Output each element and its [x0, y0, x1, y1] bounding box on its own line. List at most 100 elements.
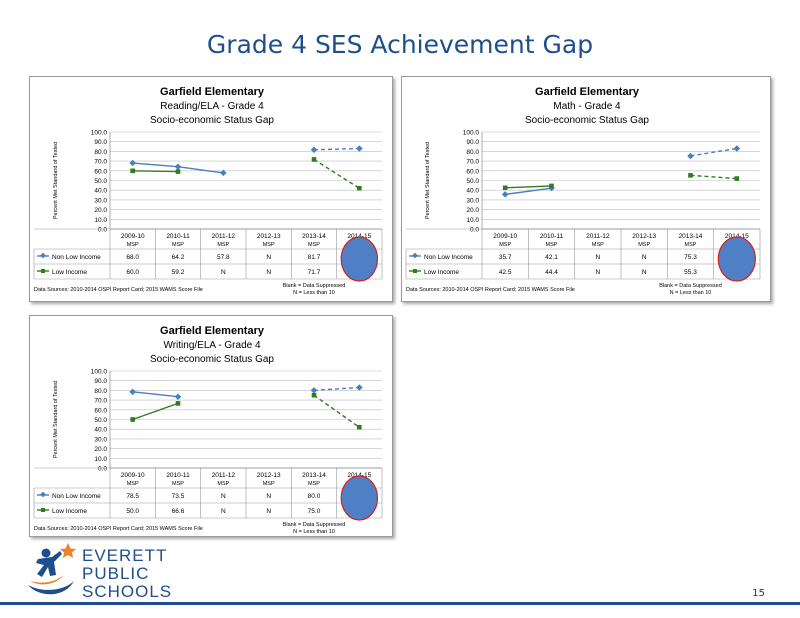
series-line-non_low_income: [132, 162, 224, 174]
table-cell-value: 55.3: [684, 269, 697, 276]
table-cell-value: N: [642, 269, 647, 276]
y-tick-label: 50.0: [94, 178, 107, 185]
chart-subtitle-gap: Socio-economic Status Gap: [525, 115, 649, 126]
x-category-label: 2013-14: [302, 472, 326, 479]
table-cell-value: 80.0: [308, 493, 321, 500]
series-line-non_low_income: [132, 391, 179, 398]
x-category-label: 2010-11: [166, 233, 190, 240]
x-test-label: MSP: [592, 242, 604, 248]
y-tick-label: 40.0: [94, 427, 107, 434]
table-cell-value: N: [595, 269, 600, 276]
logo-swoosh-orange: [30, 575, 64, 585]
table-cell-value: 66.6: [172, 508, 185, 515]
data-point-non_low_income: [356, 145, 363, 152]
slide-title: Grade 4 SES Achievement Gap: [206, 30, 594, 59]
x-test-label: MSP: [685, 242, 697, 248]
table-cell-value: N: [266, 493, 271, 500]
x-category-label: 2009-10: [121, 233, 145, 240]
y-tick-label: 30.0: [466, 197, 479, 204]
x-test-label: MSP: [546, 242, 558, 248]
chart-subtitle-subject: Reading/ELA - Grade 4: [160, 101, 264, 112]
series-line-low_income: [505, 185, 552, 189]
table-cell-value: 75.0: [308, 508, 321, 515]
writing-chart: Garfield Elementary Writing/ELA - Grade 4…: [33, 325, 383, 535]
chart-title: Garfield Elementary: [160, 86, 265, 98]
table-cell-value: N: [642, 254, 647, 261]
data-point-low_income: [357, 424, 362, 430]
y-tick-label: 70.0: [94, 159, 107, 166]
y-axis-label: Percent Met Standard of Tested: [53, 142, 59, 219]
legend-label: Low Income: [52, 269, 87, 276]
chart-title: Garfield Elementary: [160, 325, 265, 337]
x-category-label: 2009-10: [493, 233, 517, 240]
series-projection-low_income: [313, 394, 360, 428]
chart-subtitle-gap: Socio-economic Status Gap: [150, 354, 274, 365]
table-cell-value: 78.5: [126, 493, 139, 500]
everett-public-schools-logo: EVERETT PUBLIC SCHOOLS: [28, 543, 172, 601]
x-test-label: MSP: [127, 481, 139, 487]
data-point-low_income: [311, 157, 317, 162]
note-blank: Blank = Data Suppressed: [283, 283, 346, 289]
x-test-label: MSP: [308, 481, 320, 487]
table-cell-value: N: [221, 493, 226, 500]
math-chart: Garfield Elementary Math - Grade 4 Socio-e…: [405, 86, 761, 296]
x-category-label: 2012-13: [632, 233, 656, 240]
y-tick-label: 90.0: [466, 139, 479, 146]
highlight-oval: [340, 475, 379, 521]
data-point-low_income: [175, 169, 181, 174]
reading-chart: Garfield Elementary Reading/ELA - Grade 4…: [33, 86, 383, 296]
logo-line-1: EVERETT: [82, 546, 167, 565]
chart-subtitle-subject: Math - Grade 4: [553, 101, 621, 112]
data-source: Data Sources: 2010-2014 OSPI Report Card…: [34, 526, 203, 532]
table-cell-value: 50.0: [126, 508, 139, 515]
x-category-label: 2011-12: [212, 472, 236, 479]
highlight-oval: [717, 236, 756, 282]
data-point-non_low_income: [174, 393, 182, 400]
y-tick-label: 10.0: [94, 456, 107, 463]
x-test-label: MSP: [172, 481, 184, 487]
y-tick-label: 60.0: [466, 168, 479, 175]
y-tick-label: 80.0: [94, 149, 107, 156]
x-test-label: MSP: [172, 242, 184, 248]
x-test-label: MSP: [263, 242, 275, 248]
logo-line-2: PUBLIC: [82, 564, 149, 583]
series-projection-low_income: [690, 174, 737, 180]
data-point-non_low_income: [174, 163, 182, 170]
legend-marker: [40, 252, 46, 259]
y-tick-label: 0.0: [98, 466, 107, 473]
y-tick-label: 20.0: [466, 207, 479, 214]
y-tick-label: 90.0: [94, 139, 107, 146]
x-category-label: 2012-13: [257, 233, 281, 240]
data-point-low_income: [130, 168, 135, 174]
table-cell-value: 44.4: [545, 269, 558, 276]
y-tick-label: 90.0: [94, 378, 107, 385]
table-cell-value: N: [266, 508, 271, 515]
logo-figure-head: [41, 548, 51, 558]
y-tick-label: 80.0: [94, 388, 107, 395]
page-number: 15: [752, 588, 765, 599]
footer-rule: [0, 602, 800, 605]
legend-marker: [41, 269, 45, 273]
y-tick-label: 30.0: [94, 436, 107, 443]
x-category-label: 2010-11: [166, 472, 190, 479]
logo-swoosh: [28, 581, 74, 595]
table-cell-value: 59.2: [172, 269, 185, 276]
x-category-label: 2010-11: [540, 233, 564, 240]
legend-marker: [413, 269, 417, 273]
data-point-low_income: [357, 185, 362, 191]
table-cell-value: 71.7: [308, 269, 321, 276]
x-test-label: MSP: [308, 242, 320, 248]
y-tick-label: 50.0: [94, 417, 107, 424]
x-test-label: MSP: [217, 481, 229, 487]
y-tick-label: 80.0: [466, 149, 479, 156]
logo-line-3: SCHOOLS: [82, 582, 172, 601]
data-source: Data Sources: 2010-2014 OSPI Report Card…: [34, 287, 203, 293]
data-point-low_income: [734, 176, 740, 181]
table-cell-value: 57.8: [217, 254, 230, 261]
x-test-label: MSP: [217, 242, 229, 248]
table-cell-value: 75.3: [684, 254, 697, 261]
table-cell-value: 42.1: [545, 254, 558, 261]
note-n: N = Less than 10: [293, 529, 335, 535]
y-tick-label: 60.0: [94, 168, 107, 175]
y-tick-label: 10.0: [94, 217, 107, 224]
